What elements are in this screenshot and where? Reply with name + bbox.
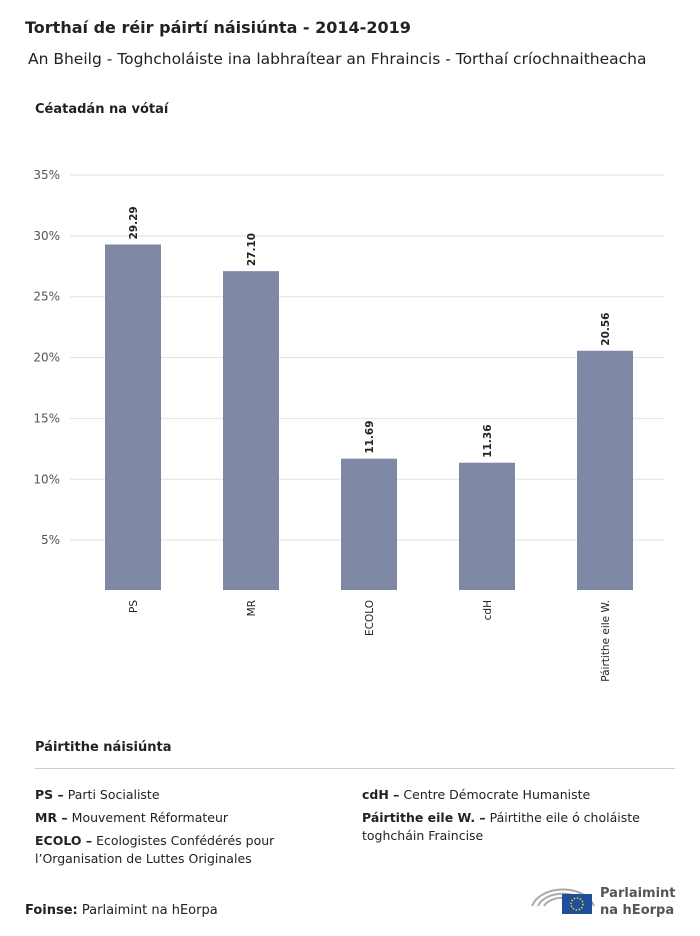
legend-text: Mouvement Réformateur (71, 810, 229, 825)
y-tick-label: 10% (33, 472, 60, 486)
legend-title: Páirtithe náisiúnta (35, 740, 172, 755)
source-text: Parlaimint na hEorpa (81, 903, 218, 918)
value-label: 27.10 (246, 233, 258, 266)
legend-item: cdH – Centre Démocrate Humaniste (362, 786, 662, 804)
y-tick-label: 5% (41, 533, 60, 547)
logo: Parlaimint na hEorpa (531, 886, 676, 918)
legend-rule (35, 768, 675, 769)
legend-abbr: Páirtithe eile W. – (362, 810, 486, 825)
value-label: 29.29 (128, 206, 140, 239)
legend-text: Páirtithe eile ó choláiste toghcháin Fra… (362, 810, 640, 843)
x-tick-label: MR (246, 600, 258, 616)
y-tick-label: 15% (33, 411, 60, 425)
bar (577, 350, 633, 590)
source-label: Foinse: (25, 903, 78, 918)
legend-item: MR – Mouvement Réformateur (35, 809, 335, 827)
legend-item: PS – Parti Socialiste (35, 786, 335, 804)
y-axis-label: Céatadán na vótaí (35, 102, 169, 117)
x-tick-label: Páirtithe eile W. (600, 600, 612, 682)
value-label: 20.56 (600, 313, 612, 346)
bar (105, 244, 161, 590)
y-tick-label: 35% (33, 168, 60, 182)
legend-abbr: cdH – (362, 787, 400, 802)
x-tick-label: ECOLO (364, 600, 376, 636)
bar (341, 458, 397, 590)
value-label: 11.36 (482, 424, 494, 457)
value-label: 11.69 (364, 420, 376, 453)
logo-line: Parlaimint (600, 886, 676, 901)
chart: 5% 10% 15% 20% 25% 30% 35% PS 29.29 MR 27.10 ECOLO 1… (33, 168, 664, 682)
legend-text: Ecologistes Confédérés pour l’Organisati… (35, 833, 275, 866)
legend-item: ECOLO – Ecologistes Confédérés pour l’Or… (35, 832, 325, 868)
y-tick-label: 25% (33, 290, 60, 304)
source: Foinse: Parlaimint na hEorpa (25, 903, 218, 918)
legend-abbr: MR – (35, 810, 68, 825)
legend-item: Páirtithe eile W. – Páirtithe eile ó cho… (362, 809, 662, 845)
legend-text: Centre Démocrate Humaniste (403, 787, 591, 802)
y-tick-label: 30% (33, 229, 60, 243)
chart-title: Torthaí de réir páirtí náisiúnta - 2014-… (25, 18, 411, 37)
chart-subtitle: An Bheilg - Toghcholáiste ina labhraítea… (28, 50, 647, 68)
legend-abbr: PS – (35, 787, 64, 802)
logo-line: na hEorpa (600, 903, 674, 918)
legend-text: Parti Socialiste (67, 787, 160, 802)
legend-abbr: ECOLO – (35, 833, 93, 848)
x-tick-label: cdH (482, 600, 494, 620)
bar (223, 271, 279, 590)
x-tick-label: PS (128, 600, 140, 613)
y-tick-label: 20% (33, 351, 60, 365)
bar (459, 462, 515, 590)
